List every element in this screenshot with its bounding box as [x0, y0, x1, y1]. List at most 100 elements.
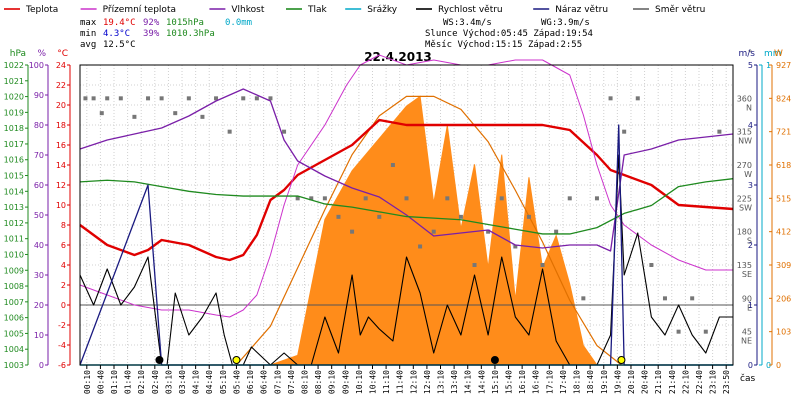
pct-axis-tick-label-2: 80 [34, 121, 44, 130]
hpa-axis-tick-label-0: 1022 [4, 61, 24, 70]
wind-direction-point-43 [649, 263, 654, 267]
hpa-axis-tick-label-11: 1011 [4, 235, 24, 244]
x-tick-label-1: 00:40 [96, 370, 105, 394]
temp-axis-tick-label-13: -2 [58, 321, 66, 330]
wm2-axis-tick-label-0: 927 [776, 61, 791, 70]
x-tick-label-18: 09:10 [328, 370, 337, 394]
wind-direction-point-31 [486, 229, 491, 234]
pct-axis-title: % [37, 49, 46, 59]
wind-direction-point-5 [132, 114, 137, 119]
x-tick-label-43: 21:40 [668, 370, 677, 394]
stats-avg-label: avg [80, 40, 96, 50]
x-tick-label-10: 05:10 [219, 370, 228, 394]
series-line-0 [79, 118, 734, 262]
x-tick-label-13: 06:40 [260, 370, 269, 394]
stats-moon: Měsíc Východ:15:15 Západ:2:55 [425, 40, 582, 50]
wind-direction-point-17 [295, 196, 300, 201]
wind-direction-point-4 [118, 96, 123, 101]
wind-direction-point-48 [717, 129, 722, 134]
hpa-axis-tick-label-14: 1008 [4, 282, 24, 291]
stats-min-hum: 39% [143, 29, 160, 39]
x-tick-label-40: 20:10 [627, 370, 636, 394]
stats-avg-temp: 12.5°C [103, 40, 136, 50]
wind-direction-point-42 [635, 96, 640, 101]
x-tick-label-38: 19:10 [600, 370, 609, 394]
hpa-axis-tick-label-19: 1003 [4, 361, 24, 370]
x-tick-label-41: 20:40 [641, 370, 650, 394]
x-tick-label-29: 14:40 [477, 370, 486, 394]
hpa-axis-title: hPa [10, 49, 26, 59]
x-tick-label-8: 04:10 [192, 370, 201, 394]
temp-axis-tick-label-0: 24 [56, 61, 66, 70]
x-tick-label-42: 21:10 [654, 370, 663, 394]
x-tick-label-5: 02:40 [151, 370, 160, 394]
x-tick-label-16: 08:10 [300, 370, 309, 394]
marker-0 [490, 356, 499, 364]
hpa-axis-tick-label-4: 1018 [4, 124, 24, 133]
dir-axis-tick-label-1: 315 [737, 128, 752, 137]
hpa-axis-tick-label-10: 1012 [4, 219, 24, 228]
hpa-axis-tick-label-12: 1010 [4, 250, 24, 259]
dir-axis-tick-label-7: 45 [742, 328, 752, 337]
wind-direction-point-41 [622, 129, 627, 134]
wind-direction-point-11 [214, 96, 219, 101]
wm2-axis-tick-label-3: 618 [776, 161, 791, 170]
x-tick-label-9: 04:40 [205, 370, 214, 394]
ms-axis-tick-label-5: 0 [748, 361, 753, 370]
marker-1 [155, 356, 164, 364]
x-tick-label-6: 03:10 [164, 370, 173, 394]
legend-label-1: Přízemní teplota [103, 5, 176, 15]
wind-direction-point-40 [608, 96, 613, 101]
legend: Teplota Přízemní teplota Vlhkost Tlak Srážky… [4, 5, 705, 15]
wind-direction-point-0 [83, 96, 88, 101]
wm2-axis-tick-label-2: 721 [776, 128, 791, 137]
wind-direction-point-7 [159, 96, 164, 101]
dir-axis-tick-label-2: 270 [737, 161, 752, 170]
ms-axis-tick-label-3: 2 [748, 241, 753, 250]
x-tick-label-14: 07:10 [273, 370, 282, 394]
stats-ws: WS:3.4m/s [443, 18, 492, 28]
wind-direction-point-8 [173, 111, 178, 116]
x-tick-label-2: 01:10 [110, 370, 119, 394]
wind-direction-point-13 [241, 96, 246, 101]
x-tick-label-25: 12:40 [423, 370, 432, 394]
wind-direction-point-33 [513, 244, 518, 249]
x-tick-label-20: 10:10 [355, 370, 364, 394]
wind-direction-point-18 [309, 196, 314, 201]
stats-block: max 19.4°C 92% 1015hPa 0.0mm min 4.3°C 3… [80, 18, 593, 50]
wind-direction-point-36 [554, 229, 559, 234]
temp-axis-tick-label-8: 8 [61, 221, 66, 230]
wind-direction-point-38 [581, 296, 586, 301]
dir-axis-tick-label-5: 135 [737, 261, 752, 270]
ms-axis-tick-label-1: 4 [748, 121, 753, 130]
temp-axis-tick-label-6: 12 [56, 181, 66, 190]
plot-area [79, 54, 734, 366]
mm-axis-tick-label-1: 0 [766, 361, 771, 370]
x-tick-label-15: 07:40 [287, 370, 296, 394]
legend-label-5: Rychlost větru [438, 5, 503, 15]
wind-direction-point-12 [227, 129, 232, 134]
ms-axis-tick-label-0: 5 [748, 61, 753, 70]
wind-direction-point-27 [431, 229, 436, 234]
wind-direction-point-32 [499, 196, 504, 201]
temp-axis-tick-label-10: 4 [61, 261, 66, 270]
hpa-axis-tick-label-18: 1004 [4, 345, 24, 354]
wind-direction-point-47 [703, 329, 708, 334]
series-line-1 [79, 54, 733, 318]
hpa-axis-tick-label-5: 1017 [4, 140, 24, 149]
wind-direction-point-10 [200, 114, 205, 119]
wind-direction-point-30 [472, 263, 477, 267]
x-tick-label-47: 23:50 [722, 370, 731, 394]
dir-axis-direction-4: S [747, 237, 752, 246]
wind-direction-point-28 [445, 196, 450, 201]
pct-axis-tick-label-1: 90 [34, 91, 44, 100]
dir-axis-tick-label-0: 360 [737, 94, 752, 103]
x-axis-title: čas [740, 373, 755, 384]
pct-axis-tick-label-6: 40 [34, 241, 44, 250]
x-tick-label-30: 15:10 [491, 370, 500, 394]
temp-axis-tick-label-12: 0 [61, 301, 66, 310]
hpa-axis-tick-label-3: 1019 [4, 108, 24, 117]
dir-axis-direction-1: NW [738, 137, 752, 146]
x-tick-label-35: 17:40 [559, 370, 568, 394]
x-tick-label-4: 02:10 [137, 370, 146, 394]
